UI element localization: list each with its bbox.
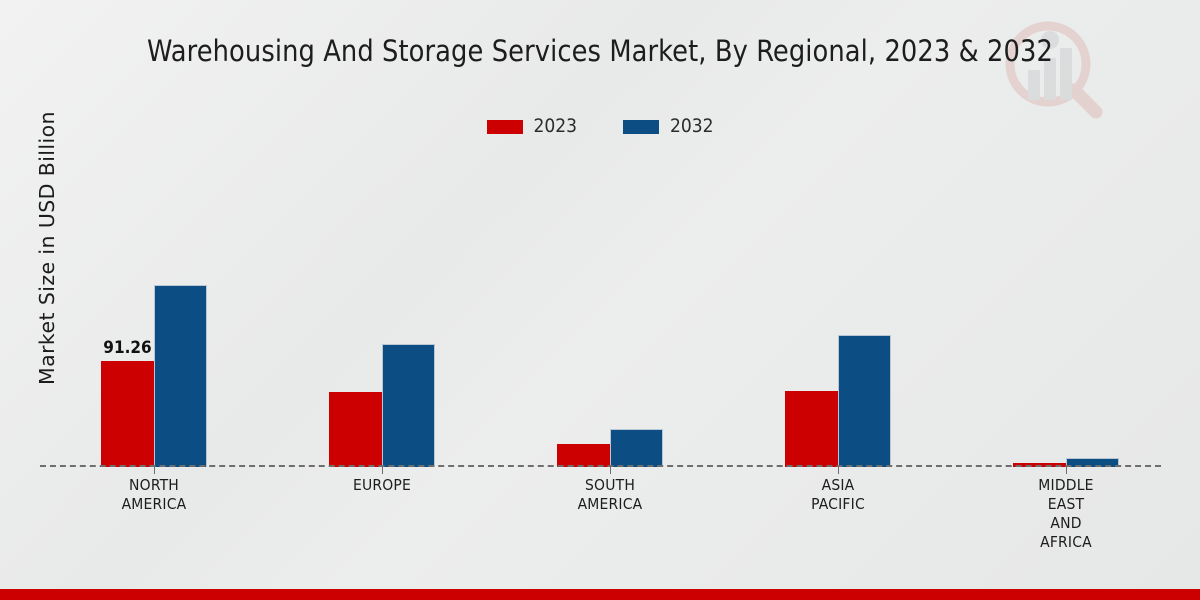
legend-item-2023[interactable]: 2023 xyxy=(486,115,578,137)
bars xyxy=(785,150,891,467)
bar-wrap-2032 xyxy=(1066,150,1119,467)
plot-area: 91.26 xyxy=(40,150,1180,474)
bars xyxy=(1013,150,1119,467)
label-line: AMERICA xyxy=(577,495,643,513)
x-axis-label-south-america: SOUTH AMERICA xyxy=(496,476,724,552)
bar-2023-north-america[interactable]: 91.26 xyxy=(101,338,154,467)
label-line: EUROPE xyxy=(352,476,412,494)
bar-group-north-america: 91.26 xyxy=(40,150,268,474)
x-axis-tick xyxy=(610,467,611,474)
bar-wrap-2023 xyxy=(785,150,838,467)
bar-wrap-2032 xyxy=(154,150,207,467)
bar-value-label: 91.26 xyxy=(103,337,152,358)
x-axis-label-asia-pacific: ASIA PACIFIC xyxy=(724,476,952,552)
legend-item-2032[interactable]: 2032 xyxy=(623,117,714,136)
bar-wrap-2023 xyxy=(1013,150,1066,467)
label-line: SOUTH xyxy=(584,476,636,494)
x-axis-label-europe: EUROPE xyxy=(268,476,496,552)
label-line: NORTH xyxy=(129,476,179,494)
x-axis-baseline xyxy=(40,465,1161,467)
bar-wrap-2032 xyxy=(838,150,891,467)
x-axis-tick xyxy=(382,467,383,474)
x-axis-label-north-america: NORTH AMERICA xyxy=(40,476,268,552)
chart-legend: 2023 2032 xyxy=(0,117,1200,136)
label-line: ASIA xyxy=(821,476,855,494)
x-axis-tick xyxy=(838,467,839,474)
bar-wrap-2032 xyxy=(610,150,663,467)
bar-2023-middle-east-and-africa[interactable] xyxy=(1013,462,1066,467)
bar-wrap-2023 xyxy=(329,150,382,467)
footer-accent-band xyxy=(0,589,1200,600)
label-line: AFRICA xyxy=(1040,533,1092,551)
label-line: AND xyxy=(1050,514,1082,532)
legend-label-2023: 2023 xyxy=(533,115,578,137)
bars: 91.26 xyxy=(101,150,207,467)
bar-group-europe xyxy=(268,150,496,474)
bar-2032-north-america[interactable] xyxy=(154,284,207,467)
bar-2032-south-america[interactable] xyxy=(610,428,663,467)
x-axis-labels: NORTH AMERICA EUROPE SOUTH AMERICA ASIA … xyxy=(40,476,1180,552)
bar-2023-south-america[interactable] xyxy=(557,443,610,467)
bar-2032-europe[interactable] xyxy=(382,343,435,467)
legend-swatch-2023 xyxy=(486,119,523,134)
legend-label-2032: 2032 xyxy=(670,115,714,137)
x-axis-tick xyxy=(1066,467,1067,474)
label-line: AMERICA xyxy=(121,495,187,513)
bars xyxy=(557,150,663,467)
bar-group-middle-east-and-africa xyxy=(952,150,1180,474)
bar-wrap-2023 xyxy=(557,150,610,467)
bar-2032-asia-pacific[interactable] xyxy=(838,335,891,467)
bar-groups: 91.26 xyxy=(40,150,1180,474)
x-axis-tick xyxy=(154,467,155,474)
bar-wrap-2032 xyxy=(382,150,435,467)
x-axis-label-middle-east-and-africa: MIDDLE EAST AND AFRICA xyxy=(952,476,1180,552)
label-line: MIDDLE xyxy=(1038,476,1094,494)
bar-wrap-2023: 91.26 xyxy=(101,150,154,467)
bar-2023-europe[interactable] xyxy=(329,392,382,467)
bar-group-south-america xyxy=(496,150,724,474)
bar-group-asia-pacific xyxy=(724,150,952,474)
bar-2023-asia-pacific[interactable] xyxy=(785,391,838,467)
label-line: EAST xyxy=(1047,495,1085,513)
page-title: Warehousing And Storage Services Market,… xyxy=(147,34,1053,68)
bars xyxy=(329,150,435,467)
legend-swatch-2032 xyxy=(623,119,659,134)
label-line: PACIFIC xyxy=(811,495,865,513)
bar-2032-middle-east-and-africa[interactable] xyxy=(1066,457,1119,467)
